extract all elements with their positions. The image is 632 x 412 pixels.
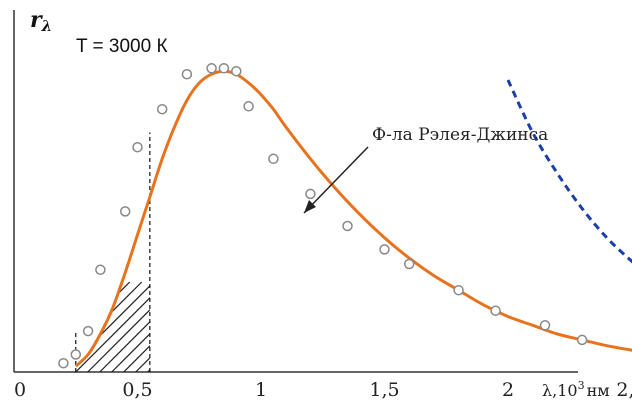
hatch-line [147, 281, 150, 372]
data-point [539, 320, 551, 331]
data-point [82, 325, 94, 337]
x-tick-label: 2 [502, 379, 514, 401]
rayleigh-jeans-label: Ф-ла Рэлея-Джинса [372, 125, 548, 145]
data-point [379, 244, 390, 255]
data-point [576, 334, 588, 346]
temperature-label: T = 3000 К [76, 36, 168, 57]
data-point [342, 220, 353, 232]
data-point [453, 284, 464, 296]
data-point [268, 153, 279, 165]
data-point [206, 63, 217, 74]
hatch-line [232, 282, 322, 372]
hatch-line [196, 282, 286, 372]
data-point [403, 258, 415, 270]
x-axis-label: λ,103 нм [542, 379, 610, 400]
hatch-line [208, 282, 298, 372]
x-tick-label: 2,5 [616, 379, 632, 401]
data-point [243, 101, 254, 112]
hatch-line [244, 282, 334, 372]
data-point [231, 65, 242, 77]
hatch-line [75, 281, 107, 372]
x-tick-labels: 00,511,522,533,54 [14, 379, 632, 401]
data-point [95, 264, 106, 276]
hatch-line [123, 281, 150, 372]
data-point [181, 68, 193, 80]
planck-curve [74, 69, 632, 368]
hatch-line [87, 281, 150, 372]
annotation-arrowhead [304, 200, 316, 213]
data-point [490, 305, 501, 316]
x-tick-label: 1 [255, 379, 267, 401]
data-point [156, 103, 168, 115]
x-tick-label: 0 [14, 379, 26, 401]
data-point [58, 357, 69, 369]
data-point [218, 63, 230, 74]
band-boundary-lines [75, 132, 151, 372]
x-tick-label: 1,5 [369, 379, 399, 401]
experimental-points [58, 63, 588, 369]
data-point [132, 141, 143, 153]
hatch-line [75, 281, 95, 372]
data-point [305, 188, 316, 200]
hatch-line [172, 282, 262, 372]
hatch-line [220, 282, 310, 372]
hatch-line [256, 282, 346, 372]
hatch-line [184, 282, 274, 372]
x-tick-label: 0,5 [122, 379, 152, 401]
hatch-line [111, 281, 150, 372]
hatched-region [75, 281, 346, 372]
hatch-line [160, 282, 250, 372]
hatch-line [75, 281, 150, 372]
data-point [119, 206, 131, 217]
y-axis-label: rλ [30, 7, 52, 35]
hatch-line [99, 281, 150, 372]
annotation-arrow [303, 146, 369, 214]
rayleigh-jeans-curve [506, 79, 632, 264]
data-point [70, 349, 82, 360]
